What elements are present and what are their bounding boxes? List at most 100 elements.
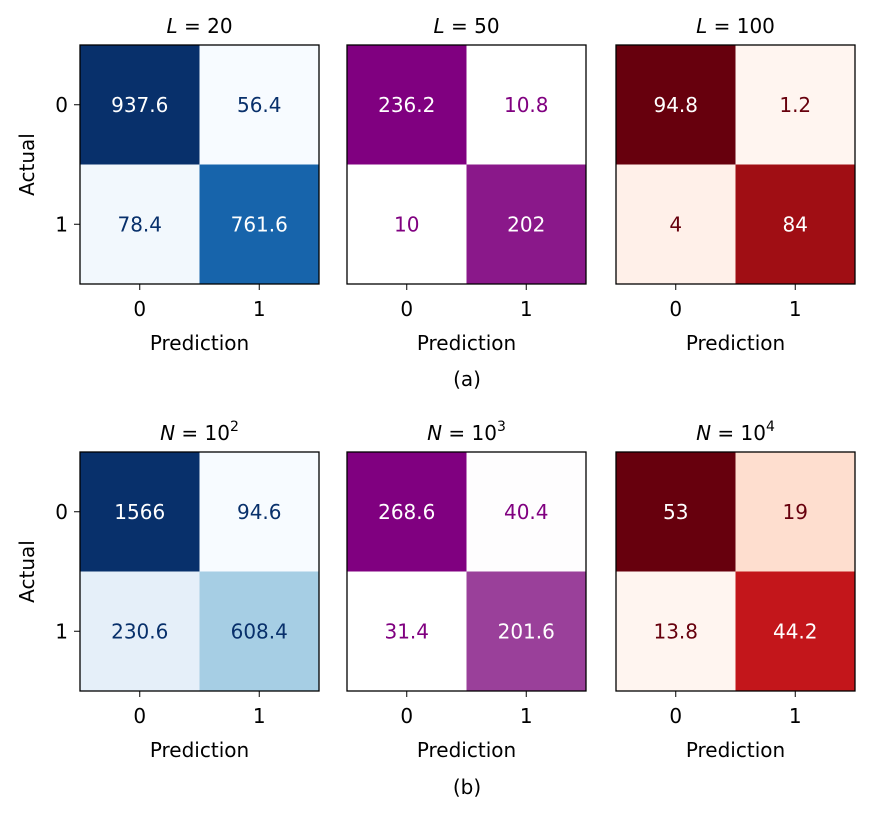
title-value: 10 — [741, 421, 766, 445]
title-value: 50 — [474, 14, 499, 38]
x-axis-label: Prediction — [150, 331, 249, 355]
matrix-cell — [466, 452, 586, 572]
matrix-cell — [80, 164, 200, 284]
title-value: 20 — [207, 14, 232, 38]
cell-value-label: 937.6 — [111, 93, 168, 117]
x-axis-label: Prediction — [417, 738, 516, 762]
cell-value-label: 56.4 — [237, 93, 282, 117]
x-tick-label: 1 — [789, 704, 802, 728]
x-tick-label: 1 — [253, 297, 266, 321]
title-equals: = — [175, 421, 204, 445]
cell-value-label: 53 — [663, 500, 688, 524]
axes-frame — [79, 44, 320, 285]
title-variable: L — [166, 14, 177, 38]
axes-frame — [79, 451, 320, 692]
cell-value-label: 13.8 — [653, 619, 698, 643]
cell-value-label: 19 — [783, 500, 808, 524]
matrix-cell — [616, 452, 736, 572]
x-tick-label: 1 — [253, 704, 266, 728]
matrix-cell — [347, 45, 467, 165]
title-equals: = — [178, 14, 207, 38]
x-tick-label: 0 — [400, 704, 413, 728]
title-variable: N — [160, 421, 175, 445]
y-axis-label: Actual — [15, 540, 39, 603]
cell-value-label: 761.6 — [231, 212, 288, 236]
cell-value-label: 236.2 — [378, 93, 435, 117]
chart-title: N = 103 — [427, 419, 506, 445]
title-value: 100 — [737, 14, 775, 38]
cell-value-label: 10 — [394, 212, 419, 236]
cell-value-label: 1566 — [114, 500, 165, 524]
chart-title: L = 100 — [696, 14, 775, 38]
cell-value-label: 4 — [669, 212, 682, 236]
matrix-cell — [347, 452, 467, 572]
matrix-cell — [466, 45, 586, 165]
axes-frame — [346, 451, 587, 692]
x-tick-label: 0 — [669, 297, 682, 321]
title-exponent: 3 — [497, 419, 506, 435]
matrix-cell — [199, 164, 319, 284]
y-tick-label: 0 — [55, 93, 68, 117]
axes-frame — [615, 44, 856, 285]
caption-a: (a) — [453, 367, 481, 391]
matrix-cell — [735, 45, 855, 165]
chart-title: L = 50 — [433, 14, 499, 38]
x-axis-label: Prediction — [686, 331, 785, 355]
title-value: 10 — [472, 421, 497, 445]
cell-value-label: 44.2 — [773, 619, 818, 643]
x-tick-label: 0 — [400, 297, 413, 321]
title-variable: L — [696, 14, 707, 38]
matrix-cell — [80, 45, 200, 165]
title-exponent: 4 — [766, 419, 775, 435]
title-value: 10 — [205, 421, 230, 445]
matrix-cell — [199, 452, 319, 572]
x-axis-label: Prediction — [417, 331, 516, 355]
cell-value-label: 230.6 — [111, 619, 168, 643]
matrix-cell — [616, 164, 736, 284]
matrix-cell — [199, 571, 319, 691]
confusion-matrix-1: 937.6 56.478.4 761.6L = 200 1Prediction01Ac… — [15, 14, 320, 355]
cell-value-label: 31.4 — [384, 619, 429, 643]
cell-value-label: 10.8 — [504, 93, 549, 117]
x-tick-label: 0 — [133, 704, 146, 728]
matrix-cell — [199, 45, 319, 165]
cell-value-label: 94.8 — [653, 93, 698, 117]
cell-value-label: 84 — [783, 212, 808, 236]
y-tick-label: 0 — [55, 500, 68, 524]
matrix-cell — [616, 45, 736, 165]
cell-value-label: 608.4 — [231, 619, 288, 643]
y-axis-label: Actual — [15, 133, 39, 196]
matrix-cell — [347, 571, 467, 691]
title-variable: N — [696, 421, 711, 445]
x-tick-label: 1 — [520, 704, 533, 728]
axes-frame — [615, 451, 856, 692]
title-equals: = — [445, 14, 474, 38]
matrix-cell — [347, 164, 467, 284]
matrix-cell — [735, 452, 855, 572]
matrix-cell — [735, 571, 855, 691]
x-axis-label: Prediction — [686, 738, 785, 762]
matrix-cell — [80, 452, 200, 572]
cell-value-label: 40.4 — [504, 500, 549, 524]
x-tick-label: 1 — [789, 297, 802, 321]
y-tick-label: 1 — [55, 212, 68, 236]
axes-frame — [346, 44, 587, 285]
chart-title: L = 20 — [166, 14, 232, 38]
matrix-cell — [735, 164, 855, 284]
cell-value-label: 201.6 — [498, 619, 555, 643]
cell-value-label: 202 — [507, 212, 545, 236]
matrix-cell — [466, 164, 586, 284]
title-equals: = — [711, 421, 740, 445]
cell-value-label: 1.2 — [779, 93, 811, 117]
title-variable: N — [427, 421, 442, 445]
cell-value-label: 94.6 — [237, 500, 282, 524]
matrix-cell — [466, 571, 586, 691]
y-tick-label: 1 — [55, 619, 68, 643]
matrix-cell — [80, 571, 200, 691]
title-equals: = — [442, 421, 471, 445]
